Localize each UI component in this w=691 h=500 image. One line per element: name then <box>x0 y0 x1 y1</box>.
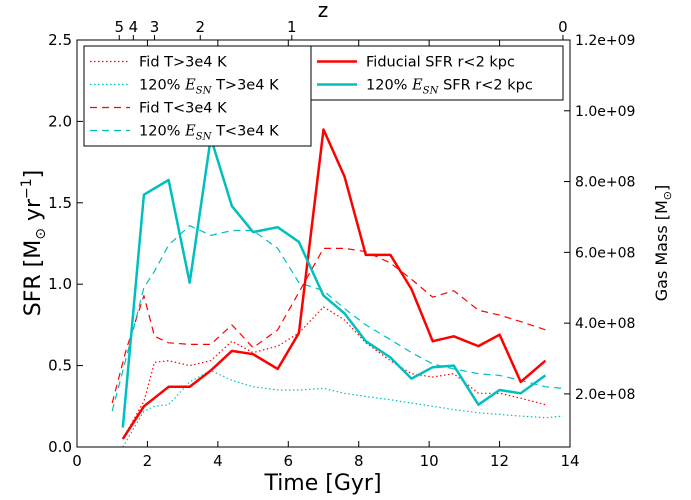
x-tick-label: 4 <box>213 452 223 470</box>
y-axis-label-end: ] <box>21 170 46 179</box>
series-line-120-e-sn-t-3e4-k <box>111 225 564 412</box>
y-axis-label-sup: −1 <box>19 178 35 199</box>
y2-axis: 2.0e+08 4.0e+08 6.0e+08 8.0e+08 1.0e+09 1.2e+… <box>564 33 635 403</box>
x2-tick-label: 2 <box>195 18 205 36</box>
x-tick-label: 2 <box>143 452 153 470</box>
y-tick-label: 2.5 <box>48 31 72 49</box>
series-line-120-e-sn-sfr-r-2-kpc <box>121 136 547 428</box>
x-axis: 0 2 4 6 8 10 12 14 <box>72 40 580 470</box>
y-axis-label-mid: yr <box>21 198 46 228</box>
legend-label: 120% ESN SFR r<2 kpc <box>366 78 533 97</box>
y2-tick-label: 6.0e+08 <box>575 245 635 261</box>
x2-tick-label: 0 <box>558 18 568 36</box>
series-line-120-e-sn-t-3e4-k <box>122 369 564 448</box>
x2-tick-label: 1 <box>287 18 297 36</box>
series-line-fid-t-3e4-k <box>122 306 546 440</box>
y-tick-label: 1.0 <box>48 275 72 293</box>
y2-tick-label: 1.2e+09 <box>575 33 635 49</box>
x-tick-label: 12 <box>490 452 509 470</box>
y2-tick-label: 2.0e+08 <box>575 387 635 403</box>
x2-tick-label: 5 <box>114 18 124 36</box>
y-axis: 0.0 0.5 1.0 1.5 2.0 2.5 <box>48 31 83 456</box>
x-tick-label: 8 <box>354 452 364 470</box>
x2-tick-label: 4 <box>129 18 139 36</box>
series-layer <box>111 128 564 448</box>
y2-axis-label-main: Gas Mass [M <box>652 200 671 301</box>
y2-tick-label: 1.0e+09 <box>575 104 635 120</box>
y2-axis-label-sub: ⊙ <box>661 191 674 200</box>
y2-axis-label: Gas Mass [M⊙] <box>652 185 674 302</box>
legend-label: Fiducial SFR r<2 kpc <box>366 55 515 71</box>
legend-label: 120% ESN T>3e4 K <box>139 78 279 97</box>
legend-box <box>83 45 312 147</box>
x-tick-label: 14 <box>560 452 579 470</box>
y2-axis-label-end: ] <box>652 185 671 191</box>
x2-axis-label: z <box>318 0 329 22</box>
x-tick-label: 10 <box>420 452 439 470</box>
legend-box <box>310 45 564 101</box>
y-axis-label-sub: ⊙ <box>33 228 49 240</box>
series-line-fiducial-sfr-r-2-kpc <box>121 128 547 440</box>
y-tick-label: 2.0 <box>48 112 72 130</box>
x-axis-label: Time [Gyr] <box>263 471 381 496</box>
legend-label: Fid T<3e4 K <box>139 101 227 117</box>
x2-tick-label: 3 <box>150 18 160 36</box>
legend-upper-center: Fiducial SFR r<2 kpc 120% ESN SFR r<2 kpc <box>310 45 564 101</box>
x-tick-label: 0 <box>72 452 82 470</box>
y2-tick-label: 8.0e+08 <box>575 175 635 191</box>
legend-label: Fid T>3e4 K <box>139 55 227 71</box>
x-tick-label: 6 <box>284 452 294 470</box>
series-line-fid-t-3e4-k <box>111 247 546 404</box>
legend-label: 120% ESN T<3e4 K <box>139 124 279 143</box>
y-axis-label-main: SFR [M <box>21 240 46 316</box>
y-tick-label: 1.5 <box>48 194 72 212</box>
y2-tick-label: 4.0e+08 <box>575 316 635 332</box>
y-axis-label: SFR [M⊙ yr−1] <box>19 170 49 317</box>
y-tick-label: 0.0 <box>48 438 72 456</box>
legend-upper-left: Fid T>3e4 K 120% ESN T>3e4 K Fid T<3e4 K 12… <box>83 45 312 147</box>
plot-frame <box>76 39 571 448</box>
y-tick-label: 0.5 <box>48 357 72 375</box>
